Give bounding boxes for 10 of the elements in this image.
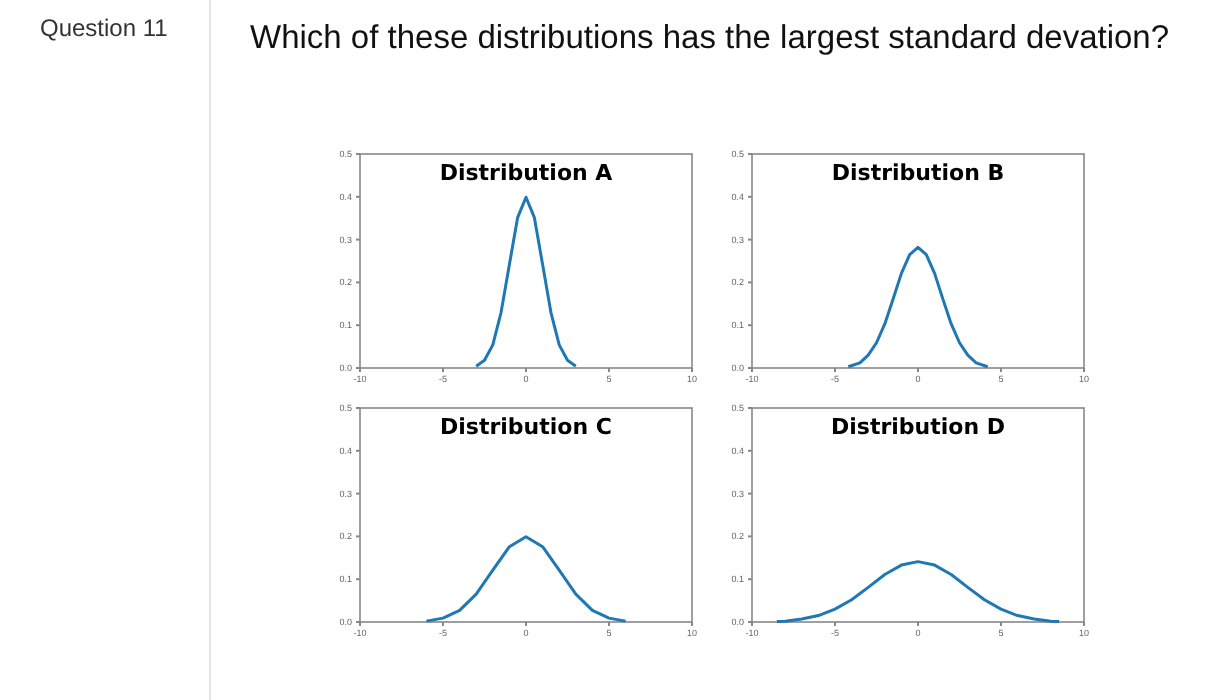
line-series bbox=[846, 245, 990, 369]
chart-title: Distribution A bbox=[439, 160, 614, 186]
chart-title: Distribution D bbox=[831, 414, 1005, 440]
text: Question 11 bbox=[40, 14, 169, 42]
line-series bbox=[424, 535, 628, 623]
chart-title: Distribution B bbox=[831, 160, 1005, 186]
chart-title: Distribution C bbox=[440, 414, 612, 440]
line-series bbox=[775, 560, 1061, 624]
line-series bbox=[474, 195, 578, 368]
text: Which of these distributions has the largest standard devation? bbox=[250, 20, 1170, 56]
